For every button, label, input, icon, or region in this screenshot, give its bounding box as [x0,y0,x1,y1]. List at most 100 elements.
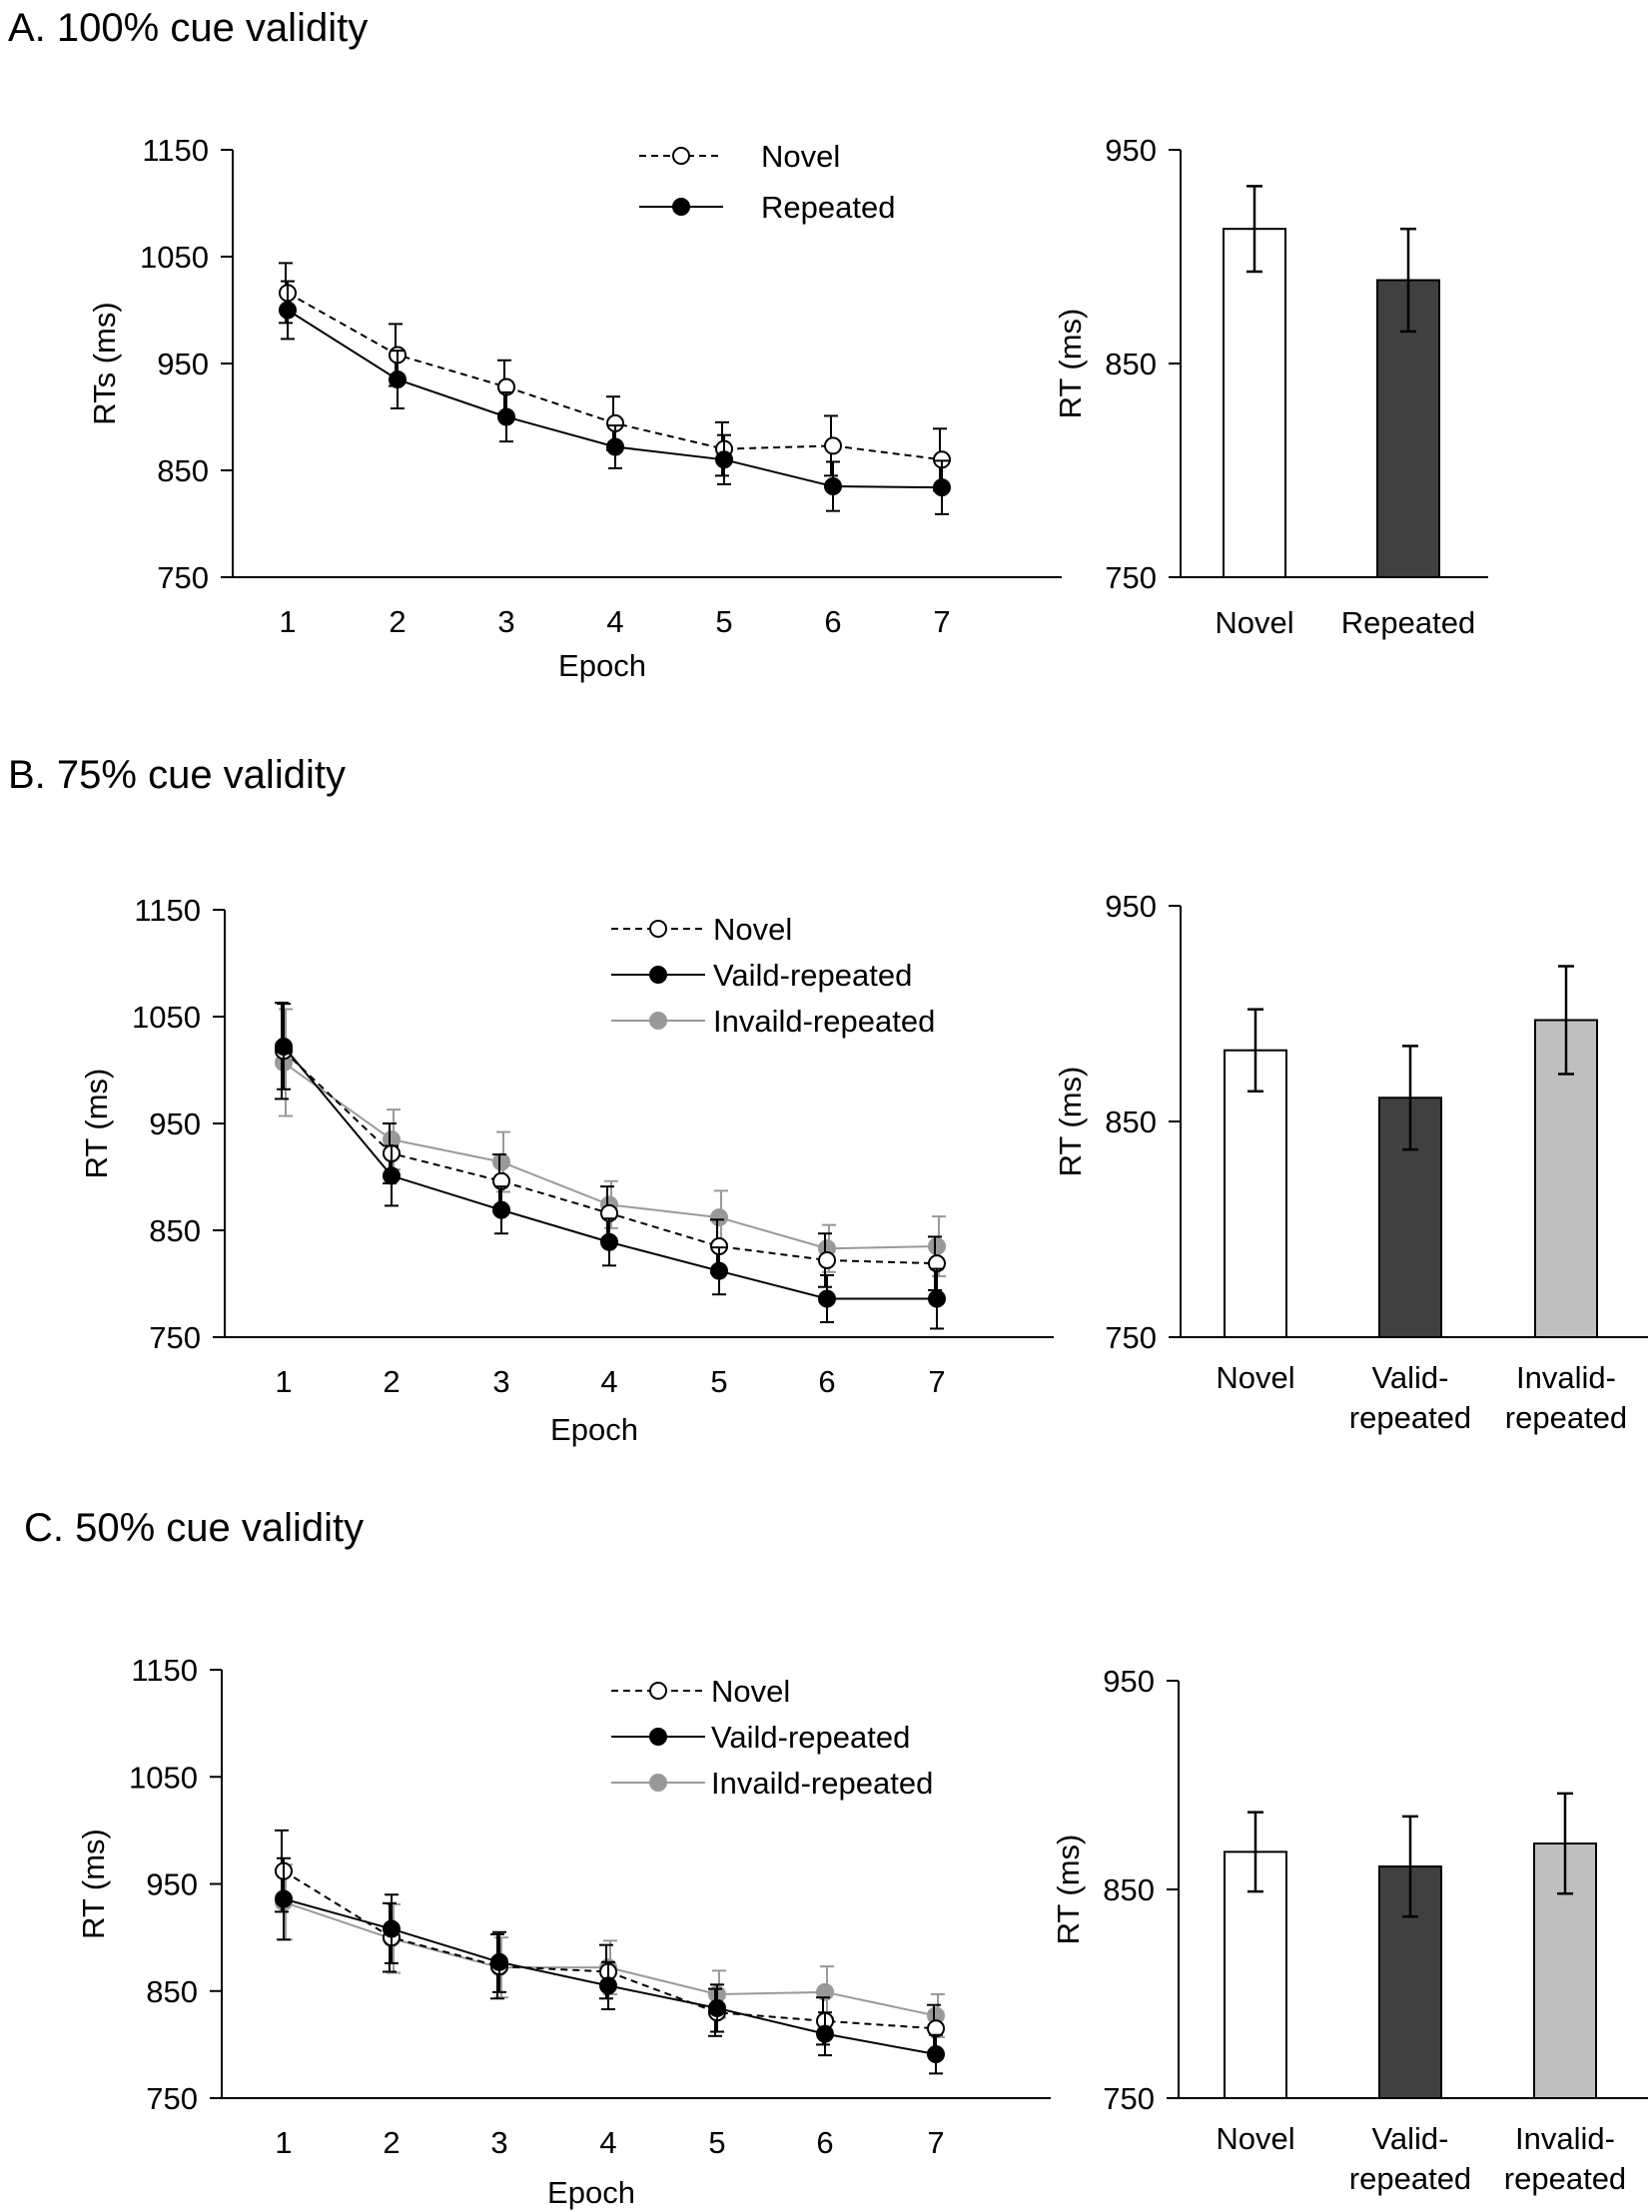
panel-c-line-xtick-label: 5 [708,2125,725,2160]
panel-a-series-repeated-point [606,437,624,456]
panel-c-legend-invaild-repeated-label: Invaild-repeated [711,1766,933,1801]
panel-c-line-xtick-label: 3 [490,2125,507,2160]
panel-c-legend-novel-label: Novel [711,1674,790,1709]
panel-a-series-repeated-point [824,477,842,496]
panel-b-line-xtick-label: 6 [818,1364,835,1399]
panel-b-line-xtick-label: 3 [492,1364,509,1399]
panel-b-bar-valid-repeated-label: repeated [1349,1400,1471,1435]
panel-b-bar-novel-label: Novel [1216,1360,1294,1395]
panel-b-bar-invalid-repeated-label: Invalid- [1516,1360,1616,1395]
panel-c-bar-ytick-label: 850 [1103,1872,1155,1907]
panel-b-legend-novel-label: Novel [713,912,792,947]
panel-b-line-xlabel: Epoch [550,1412,638,1447]
panel-c-legend-vaild-repeated-marker [649,1728,667,1746]
panel-c-bar-valid-repeated-label: Valid- [1372,2121,1449,2156]
panel-b-bar-valid-repeated-label: Valid- [1372,1360,1449,1395]
panel-a-line-ytick-label: 1150 [142,133,209,168]
panel-b-legend-invaild-repeated-label: Invaild-repeated [713,1004,935,1039]
panel-a-line-ytick-label: 750 [157,560,209,595]
panel-b-line-ylabel: RT (ms) [79,1069,114,1179]
panel-a-line-xtick-label: 1 [279,604,296,639]
panel-b-bar-novel [1224,1049,1287,1338]
panel-b-legend-vaild-repeated-marker [649,966,667,984]
panel-a-line-xtick-label: 3 [497,604,514,639]
panel-b-bar-invalid-repeated-label: repeated [1505,1400,1627,1435]
panel-b-series-vaild-repeated-point [275,1037,293,1056]
panel-b-line-ytick-label: 750 [149,1320,201,1355]
panel-c-bar-ytick-label: 950 [1103,1664,1155,1699]
panel-c-series-vaild-repeated-point [275,1889,293,1908]
panel-b-title: B. 75% cue validity [8,753,346,797]
panel-c-line-ytick-label: 1150 [131,1653,198,1688]
panel-a-line-xtick-label: 4 [606,604,623,639]
panel-b-series-vaild-repeated-point [600,1232,618,1251]
panel-c-line-xtick-label: 6 [816,2125,833,2160]
panel-b-bar-ytick-label: 850 [1105,1105,1157,1139]
panel-b-legend-invaild-repeated-marker [649,1012,667,1030]
panel-a-series-novel-point [824,436,842,455]
panel-a-bar-novel-label: Novel [1215,605,1293,640]
panel-a-line-xlabel: Epoch [558,648,646,683]
panel-b-series-novel-point [818,1250,836,1269]
panel-b-legend-vaild-repeated-label: Vaild-repeated [713,958,912,993]
panel-c-legend-novel-marker [649,1682,667,1700]
panel-c-bar-valid-repeated-label: repeated [1349,2161,1471,2196]
panel-b-series-vaild-repeated-point [710,1261,728,1280]
panel-b-legend-novel-marker [649,920,667,938]
panel-a-bar-ytick-label: 950 [1105,133,1157,168]
panel-a-line-ytick-label: 950 [157,347,209,381]
panel-a-line-xtick-label: 7 [933,604,950,639]
panel-c-bar-ylabel: RT (ms) [1051,1835,1086,1945]
panel-c-series-vaild-repeated-point [383,1919,401,1938]
panel-b-bar-ytick-label: 750 [1105,1320,1157,1355]
panel-c-line-ytick-label: 950 [146,1867,198,1902]
panel-a-bar-ylabel: RT (ms) [1053,309,1088,419]
panel-b-bar-ylabel: RT (ms) [1053,1067,1088,1177]
panel-a-series-repeated-point [497,407,515,426]
panel-c-series-vaild-repeated-point [490,1952,508,1971]
panel-b-series-invaild-repeated-point [928,1237,946,1256]
panel-c-line-xtick-label: 7 [927,2125,944,2160]
panel-c-line-ytick-label: 1050 [129,1760,198,1795]
panel-a-legend-repeated-marker [672,198,690,216]
panel-c-line-ytick-label: 850 [146,1974,198,2009]
panel-b-line-ytick-label: 1150 [134,893,201,928]
panel-b-line-ytick-label: 950 [149,1106,201,1141]
panel-c-line-ytick-label: 750 [146,2081,198,2116]
panel-c-bar-invalid-repeated-label: repeated [1504,2161,1626,2196]
panel-a-series-repeated-point [715,450,733,469]
panel-a-series-repeated-point [279,301,297,320]
panel-c-series-invaild-repeated-point [816,1982,834,2001]
panel-a-line-ylabel: RTs (ms) [87,302,122,424]
panel-b-line-ytick-label: 850 [149,1213,201,1248]
panel-a-bar-ytick-label: 750 [1105,560,1157,595]
panel-a-line-xtick-label: 6 [824,604,841,639]
panel-a-series-repeated-point [933,478,951,497]
panel-c-bar-novel [1224,1850,1287,2099]
panel-c-line-ylabel: RT (ms) [76,1829,111,1939]
panel-a-legend-novel-label: Novel [761,139,840,174]
panel-b-line-xtick-label: 5 [710,1364,727,1399]
panel-c-line-xtick-label: 2 [383,2125,400,2160]
panel-b-line-ytick-label: 1050 [132,1000,201,1035]
panel-a-title: A. 100% cue validity [8,6,369,50]
panel-b-series-vaild-repeated-point [818,1289,836,1308]
panel-c-bar-novel-label: Novel [1216,2121,1294,2156]
panel-a-line-xtick-label: 2 [389,604,406,639]
panel-a-legend-repeated-label: Repeated [761,190,895,225]
panel-b-line-xtick-label: 4 [600,1364,617,1399]
panel-b-series-vaild-repeated-point [928,1289,946,1308]
panel-b-bar-ytick-label: 950 [1105,889,1157,924]
panel-b-line-xtick-label: 2 [383,1364,400,1399]
panel-a-line-ytick-label: 850 [157,453,209,488]
panel-c-legend-invaild-repeated-marker [649,1774,667,1792]
panel-b-series-vaild-repeated-point [492,1200,510,1219]
panel-c-bar-ytick-label: 750 [1103,2081,1155,2116]
panel-a-bar-novel [1223,228,1286,578]
panel-a-line-ytick-label: 1050 [140,240,209,275]
panel-a-legend-novel-marker [672,147,690,165]
panel-a-bar-repeated-label: Repeated [1341,605,1475,640]
panel-c-legend-vaild-repeated-label: Vaild-repeated [711,1720,910,1755]
panel-b-series-invaild-repeated-point [710,1208,728,1227]
